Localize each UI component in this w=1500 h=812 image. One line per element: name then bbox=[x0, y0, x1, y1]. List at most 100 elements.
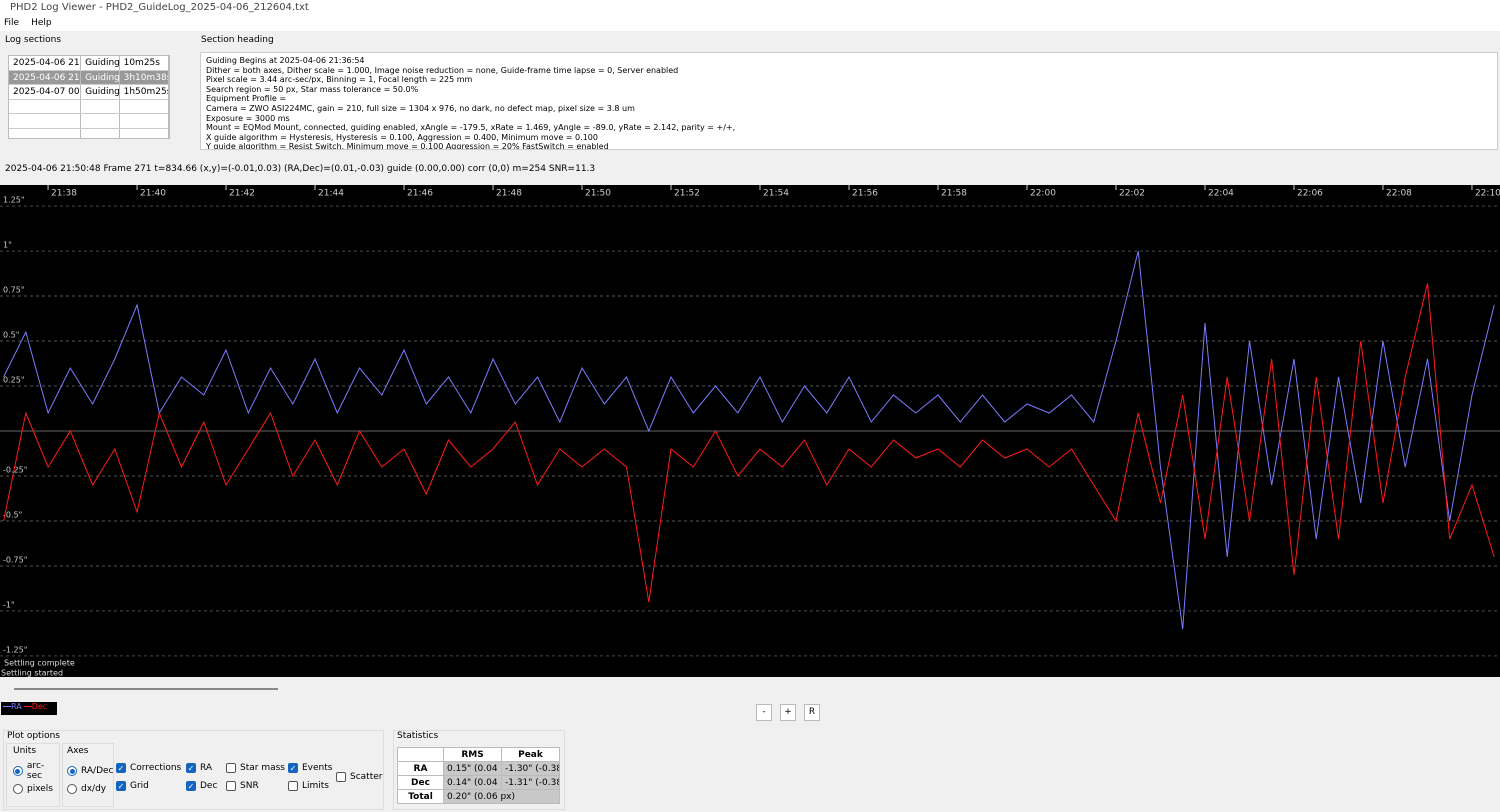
heading-line: Camera = ZWO ASI224MC, gain = 210, full … bbox=[206, 103, 635, 113]
log-cell: 10m25s bbox=[120, 56, 169, 70]
checkbox-option[interactable]: ✓ Dec bbox=[186, 779, 217, 793]
checkbox-option[interactable]: Scatter bbox=[336, 770, 382, 784]
checkbox-label: Star mass bbox=[240, 763, 285, 773]
checkbox-label: Corrections bbox=[130, 763, 182, 773]
checkbox[interactable] bbox=[226, 763, 236, 773]
x-tick-label: 22:08 bbox=[1386, 189, 1412, 199]
legend-label: Dec bbox=[31, 702, 48, 711]
group-title: Units bbox=[13, 746, 37, 756]
checkbox-label: Events bbox=[302, 763, 333, 773]
radio-button[interactable] bbox=[67, 784, 77, 794]
reset-button[interactable]: R bbox=[804, 704, 820, 721]
x-tick-label: 21:48 bbox=[496, 189, 522, 199]
legend-swatch bbox=[3, 706, 11, 707]
radio-option[interactable]: RA/Dec bbox=[67, 764, 114, 778]
y-tick-label: 1.25" bbox=[3, 196, 25, 205]
table-cell: -1.31" (-0.38 px) bbox=[501, 775, 560, 790]
legend-swatch bbox=[23, 706, 32, 707]
heading-line: Equipment Profile = bbox=[206, 94, 287, 104]
log-row[interactable]: 2025-04-06 21:26Guiding10m25s bbox=[9, 56, 169, 71]
checkbox-option[interactable]: Limits bbox=[288, 779, 329, 793]
radio-button[interactable] bbox=[67, 766, 77, 776]
checkbox-option[interactable]: ✓ Corrections bbox=[116, 761, 181, 775]
scrollbar[interactable] bbox=[14, 688, 278, 690]
x-tick-label: 21:38 bbox=[51, 189, 77, 199]
log-cell bbox=[9, 99, 82, 113]
heading-line: Exposure = 3000 ms bbox=[206, 113, 290, 123]
checkbox[interactable] bbox=[226, 781, 236, 791]
log-cell bbox=[9, 114, 82, 128]
table-header-row: RMS Peak bbox=[397, 747, 560, 762]
units-group: Units arc-sec pixels bbox=[6, 743, 60, 807]
radio-label: dx/dy bbox=[81, 784, 107, 794]
table-header: Peak bbox=[501, 747, 560, 762]
x-tick-label: 21:56 bbox=[852, 189, 878, 199]
radio-option[interactable]: dx/dy bbox=[67, 782, 114, 796]
x-tick-label: 21:54 bbox=[763, 189, 789, 199]
checkbox[interactable]: ✓ bbox=[186, 763, 196, 773]
radio-button[interactable] bbox=[13, 766, 23, 776]
x-tick-label: 21:46 bbox=[407, 189, 433, 199]
checkbox-label: Scatter bbox=[350, 772, 383, 782]
heading-line: Pixel scale = 3.44 arc-sec/px, Binning =… bbox=[206, 75, 473, 85]
log-cell: Guiding bbox=[81, 56, 120, 70]
log-row bbox=[9, 128, 169, 138]
log-cell bbox=[81, 99, 120, 113]
checkbox-option[interactable]: SNR bbox=[226, 779, 259, 793]
log-cell bbox=[9, 128, 82, 138]
event-annotation: Settling started bbox=[1, 669, 63, 678]
radio-label: arc-sec bbox=[26, 761, 45, 781]
log-cell: 2025-04-06 21:26 bbox=[9, 56, 82, 70]
y-tick-label: 0.25" bbox=[3, 376, 25, 385]
checkbox[interactable] bbox=[288, 781, 298, 791]
log-cell: Guiding bbox=[81, 70, 120, 84]
checkbox[interactable]: ✓ bbox=[116, 763, 126, 773]
checkbox-option[interactable]: ✓ Events bbox=[288, 761, 332, 775]
log-row bbox=[9, 99, 169, 114]
log-cell: 2025-04-07 00:58 bbox=[9, 85, 82, 99]
menu-item[interactable]: File bbox=[4, 18, 20, 28]
checkbox-option[interactable]: Star mass bbox=[226, 761, 285, 775]
group-title: Axes bbox=[67, 746, 89, 756]
row-header: Total bbox=[397, 789, 444, 804]
table-cell: 0.15" (0.04 px) bbox=[443, 761, 502, 776]
menu-bar: File Help bbox=[0, 16, 1500, 31]
radio-option[interactable]: pixels bbox=[13, 782, 59, 796]
checkbox[interactable] bbox=[336, 772, 346, 782]
log-cell: 3h10m38s bbox=[120, 70, 169, 84]
statistics-panel: Statistics bbox=[393, 730, 565, 810]
heading-line: Dither = both axes, Dither scale = 1.000… bbox=[206, 65, 679, 75]
x-tick-label: 22:02 bbox=[1119, 189, 1145, 199]
checkbox-option[interactable]: ✓ RA bbox=[186, 761, 212, 775]
menu-item[interactable]: Help bbox=[31, 18, 52, 28]
table-header: RMS bbox=[443, 747, 502, 762]
x-tick-label: 21:42 bbox=[229, 189, 255, 199]
checkbox[interactable]: ✓ bbox=[116, 781, 126, 791]
radio-label: RA/Dec bbox=[81, 766, 114, 776]
checkbox-label: SNR bbox=[240, 781, 259, 791]
log-row[interactable]: 2025-04-06 21:36Guiding3h10m38s bbox=[9, 70, 169, 85]
table-cell: -1.30" (-0.38 px) bbox=[501, 761, 560, 776]
table-row: RA0.15" (0.04 px)-1.30" (-0.38 px) bbox=[397, 761, 560, 776]
y-tick-label: -0.25" bbox=[3, 465, 27, 474]
checkbox-label: Dec bbox=[200, 781, 218, 791]
zoom-out-button[interactable]: - bbox=[756, 704, 772, 721]
y-tick-label: -1.25" bbox=[3, 645, 27, 654]
table-cell: 0.14" (0.04 px) bbox=[443, 775, 502, 790]
y-tick-label: -0.75" bbox=[3, 555, 27, 564]
heading-line: Search region = 50 px, Star mass toleran… bbox=[206, 84, 419, 94]
log-row[interactable]: 2025-04-07 00:58Guiding1h50m25s bbox=[9, 85, 169, 100]
heading-line: Y guide algorithm = Resist Switch, Minim… bbox=[206, 142, 609, 150]
checkbox[interactable]: ✓ bbox=[288, 763, 298, 773]
radio-option[interactable]: arc-sec bbox=[13, 761, 59, 781]
checkbox-label: Grid bbox=[130, 781, 149, 791]
checkbox[interactable]: ✓ bbox=[186, 781, 196, 791]
checkbox-option[interactable]: ✓ Grid bbox=[116, 779, 149, 793]
radio-button[interactable] bbox=[13, 784, 23, 794]
row-header: Dec bbox=[397, 775, 444, 790]
zoom-in-button[interactable]: + bbox=[780, 704, 796, 721]
y-tick-label: -1" bbox=[3, 600, 15, 609]
